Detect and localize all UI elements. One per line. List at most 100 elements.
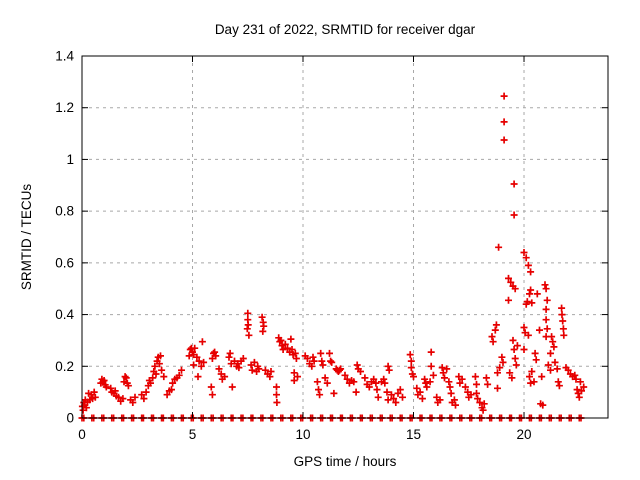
data-point bbox=[281, 340, 289, 348]
data-point bbox=[498, 353, 506, 361]
data-point bbox=[374, 393, 382, 401]
data-point bbox=[526, 290, 533, 298]
data-point bbox=[526, 373, 533, 381]
data-point bbox=[421, 375, 429, 383]
data-point bbox=[427, 348, 435, 356]
data-point bbox=[318, 357, 326, 365]
data-point bbox=[541, 281, 549, 289]
data-point bbox=[326, 349, 333, 357]
x-axis-label: GPS time / hours bbox=[294, 454, 397, 469]
data-point bbox=[279, 346, 287, 353]
data-point bbox=[571, 371, 579, 379]
data-point bbox=[426, 378, 434, 386]
data-point bbox=[522, 254, 530, 262]
data-point bbox=[396, 386, 404, 394]
data-point bbox=[488, 333, 496, 341]
data-point bbox=[495, 243, 503, 251]
data-point bbox=[390, 395, 398, 403]
data-point bbox=[350, 378, 358, 386]
data-point bbox=[111, 387, 119, 395]
data-point bbox=[372, 379, 380, 387]
data-point bbox=[131, 393, 139, 401]
data-point bbox=[200, 358, 208, 366]
data-point bbox=[120, 378, 128, 386]
data-point bbox=[416, 388, 424, 396]
data-point bbox=[284, 344, 291, 352]
y-tick-label: 0.6 bbox=[55, 255, 74, 270]
data-point bbox=[319, 361, 327, 369]
data-point bbox=[387, 391, 395, 399]
data-point bbox=[140, 395, 148, 403]
data-point bbox=[447, 389, 455, 397]
data-point bbox=[157, 352, 164, 360]
data-point bbox=[394, 389, 402, 397]
data-point bbox=[528, 368, 536, 375]
data-point bbox=[491, 326, 499, 334]
data-point bbox=[380, 375, 388, 383]
data-point bbox=[337, 365, 345, 373]
data-points bbox=[78, 92, 588, 422]
y-tick-label: 0.2 bbox=[55, 359, 74, 374]
data-point bbox=[160, 373, 168, 381]
data-point bbox=[266, 373, 274, 381]
data-point bbox=[511, 285, 519, 293]
data-point bbox=[341, 371, 349, 379]
data-point bbox=[474, 395, 482, 403]
data-point bbox=[560, 331, 568, 339]
data-point bbox=[527, 286, 535, 294]
data-point bbox=[198, 338, 206, 346]
data-point bbox=[328, 358, 336, 366]
data-point bbox=[370, 375, 378, 383]
data-point bbox=[158, 366, 166, 374]
data-point bbox=[352, 388, 360, 396]
data-point bbox=[278, 342, 286, 350]
x-tick-label: 15 bbox=[406, 427, 421, 442]
data-point bbox=[215, 365, 223, 373]
data-point bbox=[445, 378, 453, 386]
data-point bbox=[548, 333, 556, 341]
data-point bbox=[456, 379, 464, 387]
data-point bbox=[288, 346, 296, 353]
data-point bbox=[309, 353, 317, 361]
data-point bbox=[381, 379, 389, 387]
data-point bbox=[538, 373, 546, 381]
data-point bbox=[452, 401, 459, 409]
data-point bbox=[258, 313, 266, 321]
data-point bbox=[261, 366, 269, 374]
data-point bbox=[429, 371, 437, 379]
data-point bbox=[544, 361, 552, 369]
data-point bbox=[524, 261, 532, 269]
data-point bbox=[243, 325, 251, 333]
data-point bbox=[277, 336, 285, 344]
data-point bbox=[260, 322, 268, 330]
data-point bbox=[239, 355, 247, 362]
data-point bbox=[523, 298, 531, 306]
data-point bbox=[520, 324, 528, 331]
data-point bbox=[547, 366, 554, 374]
data-point bbox=[413, 384, 421, 392]
data-point bbox=[169, 379, 177, 387]
data-point bbox=[520, 249, 528, 256]
data-point bbox=[530, 378, 538, 386]
data-point bbox=[228, 383, 236, 391]
data-point bbox=[573, 386, 581, 394]
data-point bbox=[558, 311, 566, 319]
data-point bbox=[102, 383, 110, 391]
y-tick-labels: 0 0.2 0.4 0.6 0.8 1 1.2 1.4 bbox=[55, 49, 74, 426]
data-point bbox=[441, 374, 448, 382]
x-tick-label: 20 bbox=[517, 427, 532, 442]
data-point bbox=[473, 380, 480, 388]
data-point bbox=[225, 353, 233, 361]
data-point bbox=[290, 369, 298, 377]
data-point bbox=[383, 388, 391, 396]
data-point bbox=[506, 369, 514, 377]
data-point bbox=[484, 380, 492, 388]
data-point bbox=[168, 386, 175, 394]
data-point bbox=[316, 391, 324, 399]
data-point bbox=[542, 285, 550, 293]
data-point bbox=[554, 378, 562, 386]
data-point bbox=[580, 383, 588, 391]
data-point bbox=[115, 393, 122, 401]
y-tick-label: 1 bbox=[66, 152, 74, 167]
data-point bbox=[533, 290, 541, 298]
